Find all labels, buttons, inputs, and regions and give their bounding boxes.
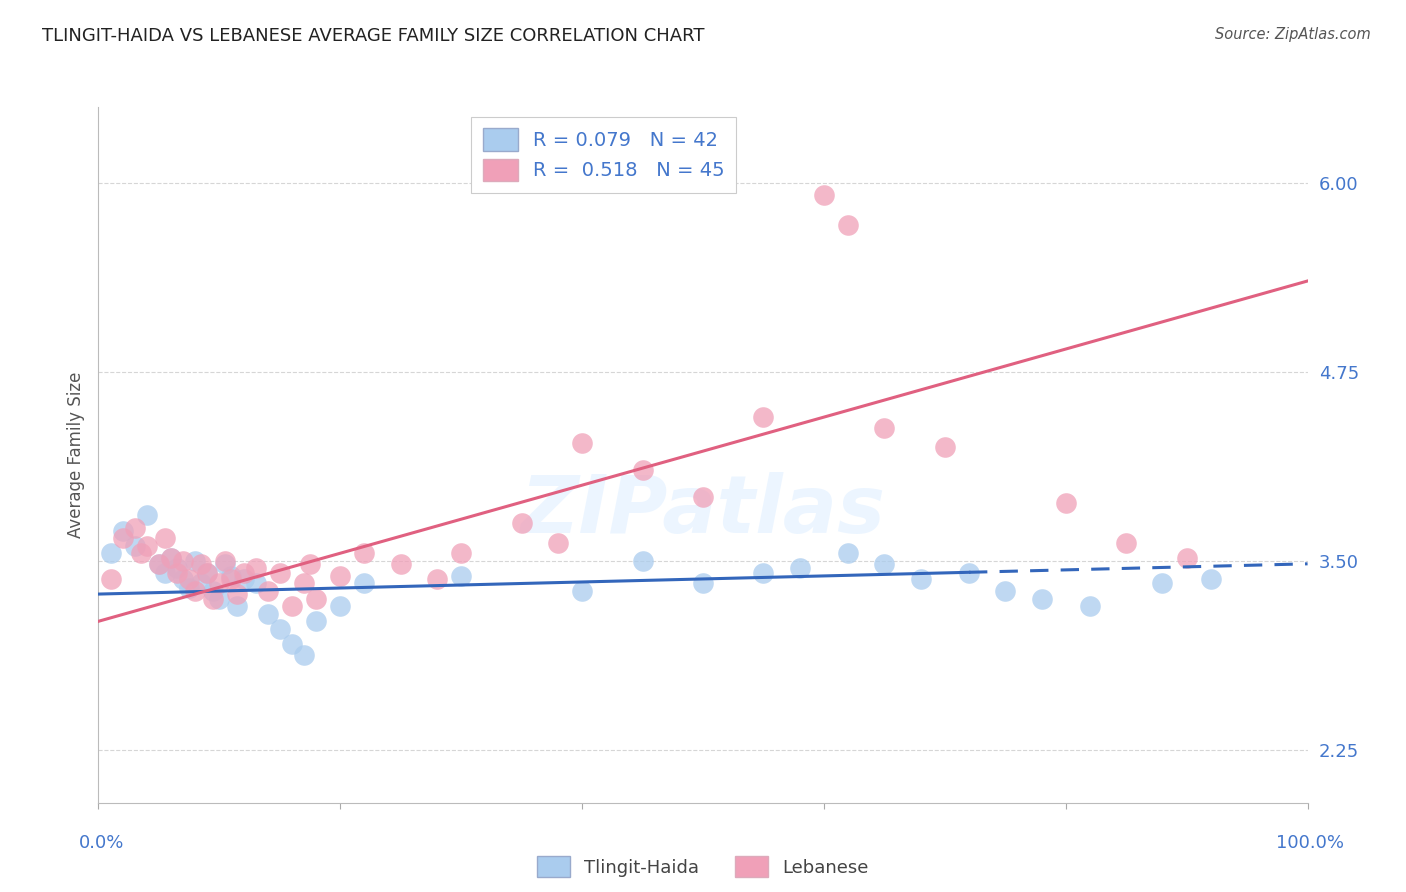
Point	[221, 569, 243, 583]
Point	[100, 546, 122, 560]
Point	[153, 531, 176, 545]
Point	[172, 572, 194, 586]
Point	[994, 584, 1017, 599]
Point	[226, 587, 249, 601]
Point	[184, 554, 207, 568]
Point	[135, 539, 157, 553]
Point	[208, 591, 231, 606]
Point	[1152, 576, 1174, 591]
Point	[124, 539, 146, 553]
Point	[281, 637, 304, 651]
Point	[510, 516, 533, 530]
Point	[160, 550, 183, 565]
Point	[631, 554, 654, 568]
Y-axis label: Average Family Size: Average Family Size	[66, 372, 84, 538]
Point	[1175, 550, 1198, 565]
Point	[426, 572, 449, 586]
Point	[111, 531, 134, 545]
Point	[329, 599, 352, 614]
Point	[166, 566, 188, 580]
Point	[813, 187, 835, 202]
Point	[450, 546, 472, 560]
Point	[221, 572, 243, 586]
Point	[389, 557, 412, 571]
Point	[450, 569, 472, 583]
Point	[631, 463, 654, 477]
Point	[214, 557, 236, 571]
Text: TLINGIT-HAIDA VS LEBANESE AVERAGE FAMILY SIZE CORRELATION CHART: TLINGIT-HAIDA VS LEBANESE AVERAGE FAMILY…	[42, 27, 704, 45]
Point	[292, 576, 315, 591]
Point	[957, 566, 980, 580]
Point	[148, 557, 170, 571]
Point	[873, 557, 896, 571]
Point	[305, 615, 328, 629]
Point	[1031, 591, 1053, 606]
Point	[837, 218, 859, 232]
Point	[910, 572, 932, 586]
Point	[547, 535, 569, 549]
Point	[269, 622, 291, 636]
Point	[232, 566, 254, 580]
Point	[571, 584, 593, 599]
Point	[111, 524, 134, 538]
Point	[190, 576, 212, 591]
Point	[256, 607, 278, 621]
Point	[135, 508, 157, 523]
Point	[269, 566, 291, 580]
Point	[281, 599, 304, 614]
Point	[1115, 535, 1137, 549]
Point	[179, 581, 201, 595]
Point	[202, 591, 225, 606]
Point	[1054, 496, 1077, 510]
Point	[166, 561, 188, 575]
Point	[353, 546, 375, 560]
Point	[179, 572, 201, 586]
Point	[692, 576, 714, 591]
Point	[873, 420, 896, 434]
Legend: Tlingit-Haida, Lebanese: Tlingit-Haida, Lebanese	[530, 849, 876, 884]
Point	[124, 520, 146, 534]
Point	[305, 591, 328, 606]
Point	[245, 576, 267, 591]
Point	[195, 566, 218, 580]
Point	[208, 576, 231, 591]
Text: 0.0%: 0.0%	[79, 834, 124, 852]
Point	[245, 561, 267, 575]
Point	[837, 546, 859, 560]
Text: Source: ZipAtlas.com: Source: ZipAtlas.com	[1215, 27, 1371, 42]
Point	[692, 490, 714, 504]
Point	[100, 572, 122, 586]
Point	[571, 435, 593, 450]
Text: ZIPatlas: ZIPatlas	[520, 472, 886, 549]
Point	[292, 648, 315, 662]
Point	[184, 584, 207, 599]
Point	[1078, 599, 1101, 614]
Point	[299, 557, 322, 571]
Text: 100.0%: 100.0%	[1277, 834, 1344, 852]
Point	[202, 584, 225, 599]
Point	[752, 410, 775, 425]
Point	[789, 561, 811, 575]
Point	[256, 584, 278, 599]
Point	[214, 554, 236, 568]
Point	[353, 576, 375, 591]
Point	[195, 566, 218, 580]
Point	[160, 550, 183, 565]
Point	[148, 557, 170, 571]
Point	[752, 566, 775, 580]
Point	[190, 557, 212, 571]
Point	[172, 554, 194, 568]
Point	[153, 566, 176, 580]
Point	[129, 546, 152, 560]
Point	[226, 599, 249, 614]
Point	[329, 569, 352, 583]
Point	[1199, 572, 1222, 586]
Point	[934, 441, 956, 455]
Point	[232, 572, 254, 586]
